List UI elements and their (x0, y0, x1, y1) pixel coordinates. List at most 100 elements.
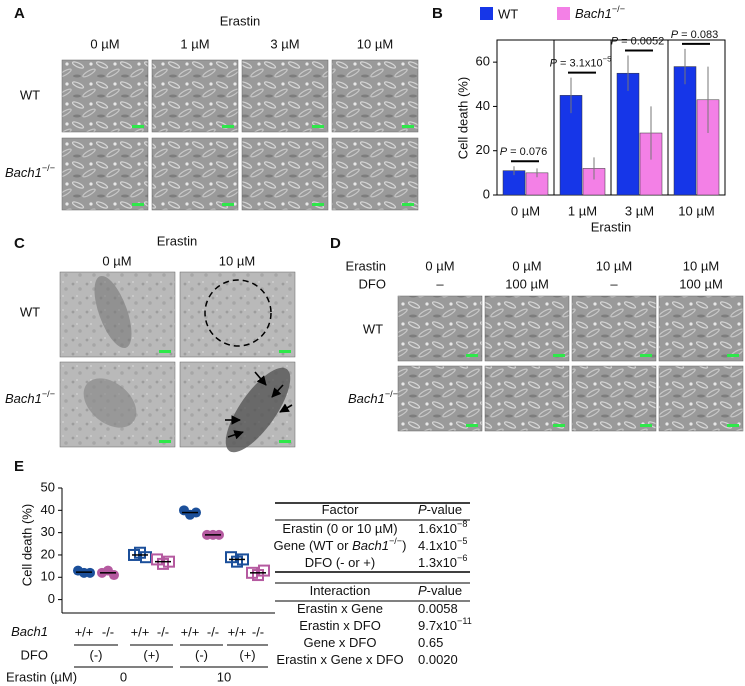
micrograph (61, 59, 149, 133)
row-header: Erastin (346, 258, 386, 273)
y-tick-label: 20 (41, 546, 55, 561)
legend-swatch (480, 7, 493, 20)
annotation: P = 3.1x10−5 (550, 54, 612, 69)
text-part: P (611, 35, 619, 47)
micrograph (484, 295, 570, 362)
row-label: Bach1−/− (348, 389, 398, 406)
text-part: = 0.083 (678, 29, 718, 41)
text-part: Bach1 (5, 165, 42, 180)
y-tick-label: 0 (483, 186, 490, 201)
table-cell: Erastin x Gene x DFO (276, 652, 403, 667)
text-part: DFO (- or +) (305, 555, 375, 570)
micrograph (151, 137, 239, 211)
em-image (179, 271, 296, 358)
x-tick-label: 10 µM (678, 203, 714, 218)
table-cell: 9.7x10−11 (418, 616, 472, 633)
group-label: 0 (120, 669, 127, 684)
panel-label: A (14, 5, 25, 22)
column-header: 10 µM (219, 253, 255, 268)
text-part: 9.7x10 (418, 618, 457, 633)
column-header: 0 µM (102, 253, 131, 268)
table-cell: 0.0020 (418, 652, 458, 667)
data-point (109, 570, 119, 581)
text-part: Erastin x Gene x DFO (276, 652, 403, 667)
table-cell: Gene (WT or Bach1−/−) (274, 536, 407, 553)
column-header: 0 µM (425, 258, 454, 273)
group-label: (+) (143, 647, 159, 662)
x-axis-label: Erastin (591, 219, 631, 234)
table-header: P-value (418, 502, 462, 517)
x-tick-label: -/- (252, 624, 264, 639)
scale-bar (466, 354, 478, 357)
y-tick-label: 10 (41, 569, 55, 584)
text-part: 0.0020 (418, 652, 458, 667)
text-part: Gene (WT or (274, 538, 353, 553)
x-tick-label: -/- (207, 624, 219, 639)
text-part: Erastin (0 or 10 µM) (282, 521, 397, 536)
table-cell: Erastin x DFO (299, 618, 381, 633)
arrow (279, 403, 293, 413)
panel-title: Erastin (157, 233, 197, 248)
scale-bar (159, 440, 171, 443)
text-part: P (500, 146, 508, 158)
text-part: −8 (457, 519, 467, 529)
column-header: 100 µM (505, 276, 549, 291)
micrograph (397, 295, 483, 362)
table-cell: 0.0058 (418, 601, 458, 616)
annotation: P = 0.083 (671, 29, 718, 41)
scale-bar (640, 424, 652, 427)
text-part: Gene x DFO (304, 635, 377, 650)
text-part: P (550, 58, 558, 70)
scale-bar (553, 354, 565, 357)
annotation: P = 0.0052 (611, 35, 665, 47)
legend-label: WT (498, 6, 518, 21)
mitochondrion (94, 275, 132, 349)
dashed-outline (204, 279, 272, 347)
y-tick-label: 50 (41, 479, 55, 494)
group-label: (-) (195, 647, 208, 662)
scale-bar (553, 424, 565, 427)
bar (673, 66, 697, 196)
text-part: 0.0058 (418, 601, 458, 616)
micrograph (571, 295, 657, 362)
text-part: = 0.0052 (618, 35, 664, 47)
mitochondrion (83, 378, 137, 428)
y-tick-label: 60 (476, 54, 490, 69)
micrograph (151, 59, 239, 133)
text-part: ) (402, 538, 406, 553)
column-header: – (610, 276, 618, 291)
text-part: −/− (389, 536, 402, 546)
data-point (258, 564, 270, 577)
text-part: −/− (612, 4, 625, 14)
scale-bar (727, 424, 739, 427)
x-tick-label: 1 µM (568, 203, 597, 218)
group-label: (-) (90, 647, 103, 662)
row-label: DFO (21, 647, 48, 662)
column-header: – (436, 276, 444, 291)
micrograph (331, 59, 419, 133)
micrograph (658, 295, 744, 362)
text-part: = 0.076 (507, 146, 547, 158)
legend-label: Bach1−/− (575, 4, 625, 21)
text-part: 1.3x10 (418, 555, 457, 570)
scale-bar (312, 125, 324, 128)
text-part: -value (427, 502, 462, 517)
table-cell: 4.1x10−5 (418, 536, 467, 553)
text-part: Factor (322, 502, 360, 517)
x-tick-label: -/- (157, 624, 169, 639)
text-part: −5 (457, 536, 467, 546)
text-part: 1.6x10 (418, 521, 457, 536)
table-cell: Gene x DFO (304, 635, 377, 650)
table-cell: Erastin (0 or 10 µM) (282, 521, 397, 536)
y-tick-label: 40 (41, 502, 55, 517)
panel-label: B (432, 5, 443, 22)
micrograph (241, 137, 329, 211)
panel-label: E (14, 458, 24, 475)
text-part: = 3.1x10 (557, 58, 603, 70)
scale-bar (402, 125, 414, 128)
column-header: 0 µM (90, 36, 119, 51)
panel-label: D (330, 235, 341, 252)
column-header: 10 µM (683, 258, 719, 273)
